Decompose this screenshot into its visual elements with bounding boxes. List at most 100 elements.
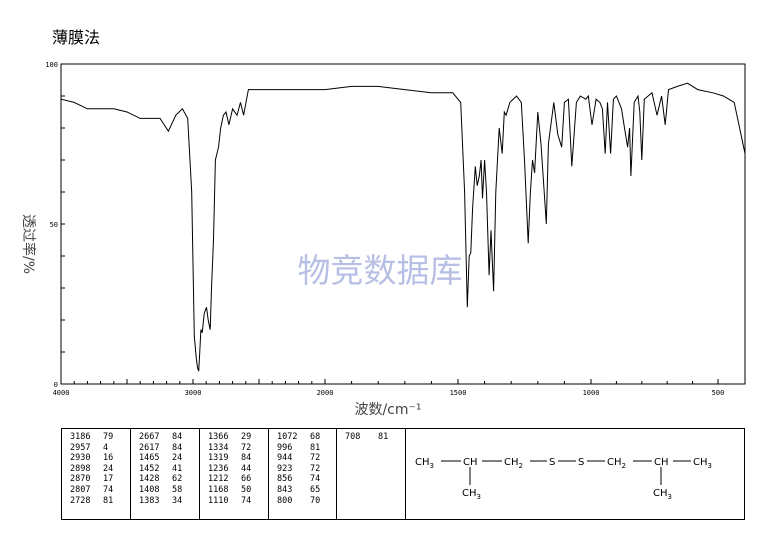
peak-wavenumber: 856 [277,474,293,485]
peak-row: 2870 17 [62,474,130,485]
peak-wavenumber: 2898 [70,463,91,474]
peak-transmittance: 16 [103,453,114,464]
ch3-left-label: CH3 [415,457,434,470]
peak-wavenumber: 1452 [139,463,160,474]
peak-row: 1168 50 [200,485,268,496]
peak-transmittance: 84 [241,453,252,464]
peak-transmittance: 84 [172,442,183,453]
peak-wavenumber: 1319 [208,453,229,464]
ch-right-label: CH [654,457,669,468]
peak-transmittance: 62 [172,474,183,485]
x-axis-title: 波数/cm⁻¹ [354,402,421,418]
peak-wavenumber: 1465 [139,453,160,464]
ch2-right-label: CH2 [607,457,626,470]
peak-transmittance: 34 [172,495,183,506]
peak-wavenumber: 2617 [139,442,160,453]
peak-row: 1408 58 [131,485,199,496]
x-tick-label: 1000 [583,389,600,397]
peak-row: 1110 74 [200,496,268,507]
y-axis-ticks: 0 50 100 [45,61,65,389]
peak-transmittance: 24 [103,463,114,474]
peak-wavenumber: 2667 [139,432,160,442]
peak-transmittance: 68 [310,432,321,442]
peak-row: 1212 66 [200,474,268,485]
peak-transmittance: 66 [241,474,252,485]
peak-transmittance: 65 [310,484,321,495]
peak-transmittance: 17 [103,474,114,485]
peak-row: 1452 41 [131,464,199,475]
peak-transmittance: 72 [310,463,321,474]
peak-wavenumber: 2870 [70,474,91,485]
peak-row: 1428 62 [131,474,199,485]
y-tick-label: 0 [54,381,58,389]
x-tick-label: 4000 [53,389,70,397]
peak-row: 1383 34 [131,496,199,507]
peak-row: 944 72 [269,453,336,464]
peak-row: 708 81 [337,432,405,443]
watermark-text: 物竞数据库 [298,251,463,290]
x-tick-label: 2000 [317,389,334,397]
peak-row: 1236 44 [200,464,268,475]
peak-transmittance: 79 [103,432,114,442]
peak-transmittance: 81 [310,442,321,453]
peak-column: 2667 84 2617 84 1465 24 1452 41 1428 62 1408 58 1383… [131,429,200,519]
peak-wavenumber: 1383 [139,495,160,506]
peak-row: 1366 29 [200,432,268,443]
peak-transmittance: 74 [241,495,252,506]
peak-wavenumber: 1212 [208,474,229,485]
peak-wavenumber: 996 [277,442,293,453]
branch-ch3-right-label: CH3 [653,488,672,501]
peak-wavenumber: 800 [277,495,293,506]
peak-row: 1334 72 [200,443,268,454]
peak-transmittance: 24 [172,453,183,464]
peak-wavenumber: 1072 [277,432,298,442]
peak-row: 1072 68 [269,432,336,443]
peak-row: 1319 84 [200,453,268,464]
spectrum-line [60,82,746,372]
peak-row: 2807 74 [62,485,130,496]
peak-row: 1465 24 [131,453,199,464]
ch-left-label: CH [463,457,478,468]
peak-row: 800 70 [269,496,336,507]
peak-wavenumber: 2728 [70,495,91,506]
peak-transmittance: 44 [241,463,252,474]
peak-transmittance: 70 [310,495,321,506]
peak-row: 2898 24 [62,464,130,475]
sulfur-1-label: S [549,457,555,468]
peak-transmittance: 29 [241,432,252,442]
peak-wavenumber: 1236 [208,463,229,474]
plot-frame [60,63,746,385]
peak-row: 3186 79 [62,432,130,443]
peak-wavenumber: 843 [277,484,293,495]
x-tick-label: 500 [712,389,725,397]
x-tick-label: 1500 [450,389,467,397]
peak-wavenumber: 1110 [208,495,229,506]
peak-wavenumber: 1168 [208,484,229,495]
peak-column: 1366 29 1334 72 1319 84 1236 44 1212 66 1168 50 1110… [200,429,269,519]
peak-row: 2930 16 [62,453,130,464]
peak-wavenumber: 944 [277,453,293,464]
peak-row: 996 81 [269,443,336,454]
peak-column: 708 81 [337,429,406,519]
peak-column: 1072 68 996 81 944 72 923 72 856 74 843 65 800 70 [269,429,337,519]
method-title: 薄膜法 [52,28,101,47]
peak-transmittance: 81 [103,495,114,506]
peak-table: 3186 79 2957 4 2930 16 2898 24 2870 17 2807 74 2728 8… [61,428,745,520]
peak-transmittance: 58 [172,484,183,495]
peak-transmittance: 41 [172,463,183,474]
peak-transmittance: 72 [310,453,321,464]
peak-wavenumber: 2807 [70,484,91,495]
y-tick-label: 50 [50,221,58,229]
peak-column: 3186 79 2957 4 2930 16 2898 24 2870 17 2807 74 2728 8… [62,429,131,519]
peak-wavenumber: 2957 [70,442,91,453]
x-axis-ticks: 4000 3000 2000 1500 1000 500 [53,379,746,397]
y-axis-title: 透过率/% [20,214,37,274]
peak-transmittance: 74 [310,474,321,485]
sulfur-2-label: S [578,457,584,468]
molecular-structure: CH3 CH CH2 S S CH2 CH CH3 CH3 CH3 [415,457,712,501]
peak-wavenumber: 923 [277,463,293,474]
peak-transmittance: 81 [378,432,389,442]
peak-transmittance: 74 [103,484,114,495]
peak-transmittance: 50 [241,484,252,495]
